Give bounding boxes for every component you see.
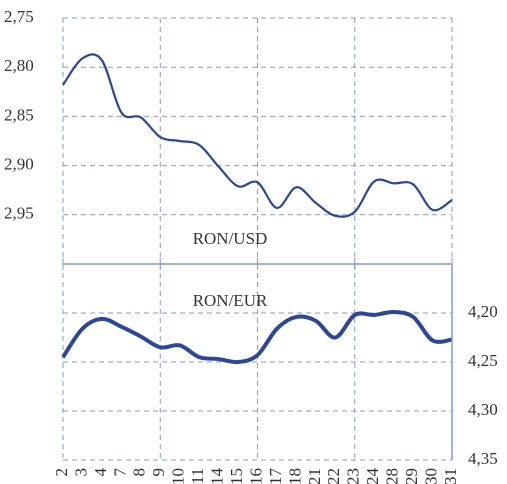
x-tick-label: 21 [305, 468, 324, 484]
y-tick-label: 2,90 [4, 155, 34, 174]
x-tick-label: 11 [188, 468, 207, 484]
x-tick-label: 10 [169, 468, 188, 484]
panel-label: RON/USD [193, 229, 268, 248]
line [61, 310, 453, 365]
y2-tick-label: 4,30 [468, 400, 498, 419]
x-tick-label: 3 [71, 468, 90, 477]
x-tick-label: 7 [110, 468, 129, 477]
x-tick-label: 31 [441, 468, 460, 484]
line [62, 53, 453, 218]
y2-tick-label: 4,20 [468, 302, 498, 321]
x-tick-label: 29 [402, 468, 421, 484]
y-tick-label: 2,85 [4, 105, 34, 124]
x-tick-label: 30 [421, 468, 440, 484]
y-tick-label: 2,95 [4, 204, 34, 223]
x-tick-label: 18 [285, 468, 304, 484]
x-tick-label: 2 [52, 468, 71, 477]
x-tick-label: 16 [246, 468, 265, 484]
x-tick-label: 4 [91, 468, 110, 477]
y2-tick-label: 4,35 [468, 449, 498, 468]
x-tick-label: 14 [208, 468, 227, 484]
x-tick-label: 17 [266, 468, 285, 484]
x-tick-label: 15 [227, 468, 246, 484]
y-tick-label: 2,80 [4, 56, 34, 75]
x-tick-label: 24 [363, 468, 382, 484]
x-tick-label: 22 [324, 468, 343, 484]
y2-tick-label: 4,25 [468, 351, 498, 370]
x-tick-label: 23 [344, 468, 363, 484]
x-tick-label: 8 [130, 468, 149, 477]
x-tick-label: 28 [383, 468, 402, 484]
y-tick-label: 2,75 [4, 7, 34, 26]
panel-label: RON/EUR [193, 291, 268, 310]
x-tick-label: 9 [149, 468, 168, 477]
